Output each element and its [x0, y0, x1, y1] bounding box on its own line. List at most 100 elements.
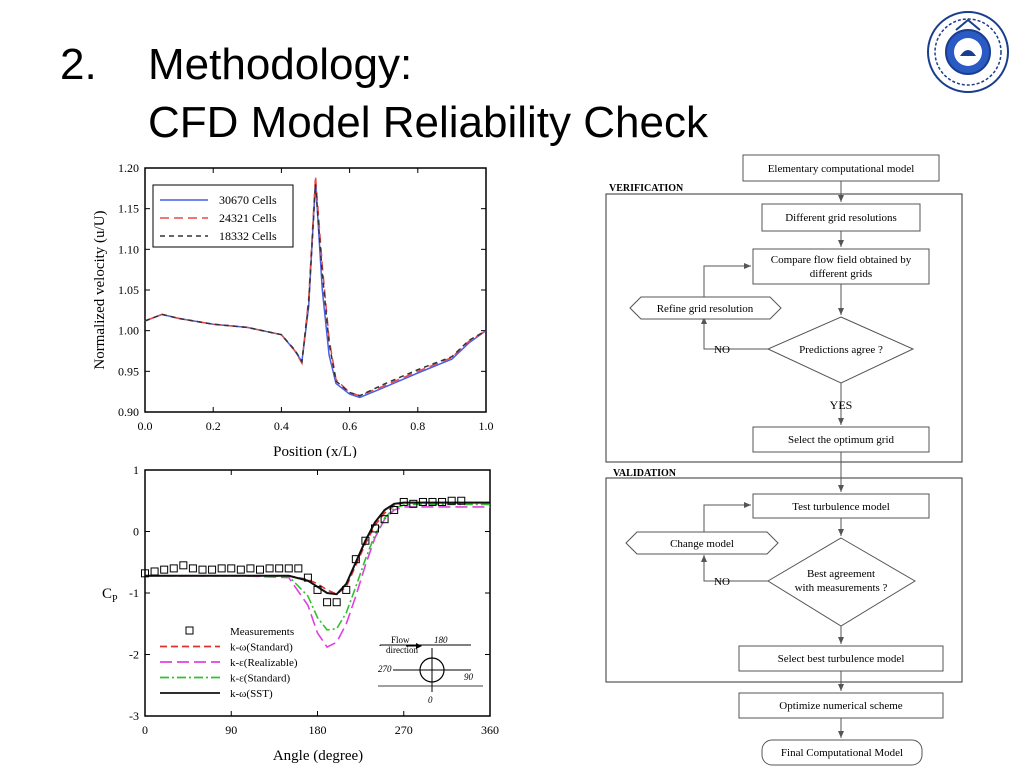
chart2-xtick-label: 360: [481, 723, 499, 737]
chart2-measurement-point: [409, 499, 418, 508]
node-optimum-label: Select the optimum grid: [788, 434, 895, 446]
title-line-1: Methodology:: [148, 40, 413, 89]
chart1-ytick-label: 1.00: [118, 324, 139, 338]
chart1-legend-box: [152, 184, 294, 248]
chart2-measurement-point: [342, 585, 351, 594]
chart2-legend-label: k-ε(Realizable): [230, 657, 298, 669]
chart2-measurement-point: [275, 564, 284, 573]
chart1-legend-label: 24321 Cells: [219, 211, 277, 225]
chart2-xlabel: Angle (degree): [273, 748, 363, 764]
decision-predictions-label: Predictions agree ?: [799, 344, 883, 356]
node-refine-label: Refine grid resolution: [657, 303, 754, 315]
chart1-xlabel: Position (x/L): [273, 444, 357, 458]
chart2-measurement-point: [303, 573, 312, 582]
chart1-ytick-label: 1.20: [118, 161, 139, 175]
chart2-xtick-label: 270: [395, 723, 413, 737]
chart2-measurement-point: [265, 564, 274, 573]
node-elementary-label: Elementary computational model: [768, 163, 915, 175]
node-refine-grid: [629, 296, 782, 320]
chart2-measurement-point: [332, 598, 341, 607]
node-test-turbulence-label: Test turbulence model: [792, 501, 890, 513]
chart1-xtick-label: 0.2: [206, 419, 221, 433]
validation-group: [605, 477, 963, 683]
chart2-measurement-point: [380, 515, 389, 524]
validation-label: VALIDATION: [613, 468, 677, 479]
node-select-best: [738, 645, 944, 672]
chart2-series-line-1: [145, 501, 490, 596]
chart1-ytick-label: 1.10: [118, 242, 139, 256]
chart2-legend-label: k-ω(SST): [230, 688, 273, 700]
chart2-xtick-label: 90: [225, 723, 237, 737]
no-label-1: NO: [714, 344, 730, 356]
chart1-ytick-label: 0.90: [118, 405, 139, 419]
node-change-model: [625, 531, 779, 555]
chart2-measurement-point: [141, 569, 149, 578]
chart1-ytick-label: 1.05: [118, 283, 139, 297]
chart2-measurement-point: [217, 564, 226, 573]
chart1-legend-label: 30670 Cells: [219, 193, 277, 207]
chart2-measurement-point: [256, 565, 264, 574]
inset-flow-label: Flow: [391, 635, 410, 645]
chart2-ytick-label: 1: [133, 463, 139, 477]
chart2-measurement-point: [169, 564, 178, 573]
chart2-series-line-4: [145, 501, 490, 596]
chart2-measurement-point: [438, 497, 447, 506]
chart2-measurement-point: [313, 585, 322, 594]
chart2-ytick-label: -2: [129, 648, 139, 662]
decision-best-line2: with measurements ?: [795, 582, 888, 594]
chart2-xtick-label: 0: [142, 723, 148, 737]
chart2-measurement-point: [160, 565, 169, 574]
chart2-measurement-point: [457, 496, 466, 505]
inset-deg-left: 270: [378, 664, 392, 674]
inset-deg-bottom: 0: [428, 695, 433, 705]
chart2-legend-label: k-ω(Standard): [230, 642, 293, 654]
chart2-measurement-point: [361, 536, 370, 545]
chart2-measurement-point: [246, 564, 255, 573]
no-label-2: NO: [714, 576, 730, 588]
node-grid-resolutions-label: Different grid resolutions: [785, 212, 897, 224]
methodology-flowchart: VERIFICATION VALIDATION Elementary compu…: [605, 154, 963, 766]
chart1-ylabel: Normalized velocity (u/U): [92, 210, 108, 369]
node-change-model-label: Change model: [670, 538, 734, 550]
decision-best-agreement: [767, 537, 916, 627]
chart2-measurement-point: [447, 496, 456, 505]
slide-number: 2.: [60, 40, 97, 89]
cp-chart: 0 90 180 270 360 -3 -2 -1 0 1 Measurements k-ω(Sta…: [102, 463, 499, 764]
chart2-measurement-point: [399, 497, 408, 506]
yes-label: YES: [830, 398, 853, 412]
chart1-ytick-label: 1.15: [118, 202, 139, 216]
node-optimize-scheme: [738, 692, 944, 719]
title-line-2: CFD Model Reliability Check: [148, 98, 708, 147]
inset-direction-label: direction: [386, 645, 418, 655]
chart1-legend-label: 18332 Cells: [219, 229, 277, 243]
chart2-measurement-point: [236, 565, 245, 574]
chart2-measurement-point: [428, 497, 437, 506]
chart2-xtick-label: 180: [309, 723, 327, 737]
node-compare-flow: [752, 248, 930, 285]
chart2-measurement-point: [418, 497, 427, 506]
chart1-xtick-label: 1.0: [479, 419, 494, 433]
node-test-turbulence: [752, 493, 930, 519]
chart1-xtick-label: 0.4: [274, 419, 289, 433]
chart2-measurement-point: [323, 598, 332, 607]
chart1-xtick-label: 0.8: [410, 419, 425, 433]
chart2-measurement-point: [179, 561, 188, 570]
chart2-measurement-point: [208, 565, 217, 574]
decision-predictions: [766, 316, 915, 384]
chart2-series-line-2: [145, 506, 490, 649]
chart2-legend-marker: [185, 626, 194, 635]
chart2-legend-label: k-ε(Standard): [230, 673, 291, 685]
node-final-model: [761, 739, 923, 766]
university-emblem-icon: [927, 11, 1009, 93]
chart2-measurement-point: [390, 505, 399, 514]
chart2-measurement-point: [198, 565, 207, 574]
chart2-ytick-label: -1: [129, 586, 139, 600]
chart2-measurement-point: [150, 567, 159, 576]
chart2-measurement-point: [227, 564, 236, 573]
decision-best-line1: Best agreement: [807, 568, 875, 580]
node-compare-line1: Compare flow field obtained by: [771, 254, 912, 266]
verification-label: VERIFICATION: [609, 183, 684, 194]
chart2-ytick-label: 0: [133, 525, 139, 539]
chart1-xtick-label: 0.0: [138, 419, 153, 433]
chart2-ylabel: CP: [102, 586, 118, 605]
